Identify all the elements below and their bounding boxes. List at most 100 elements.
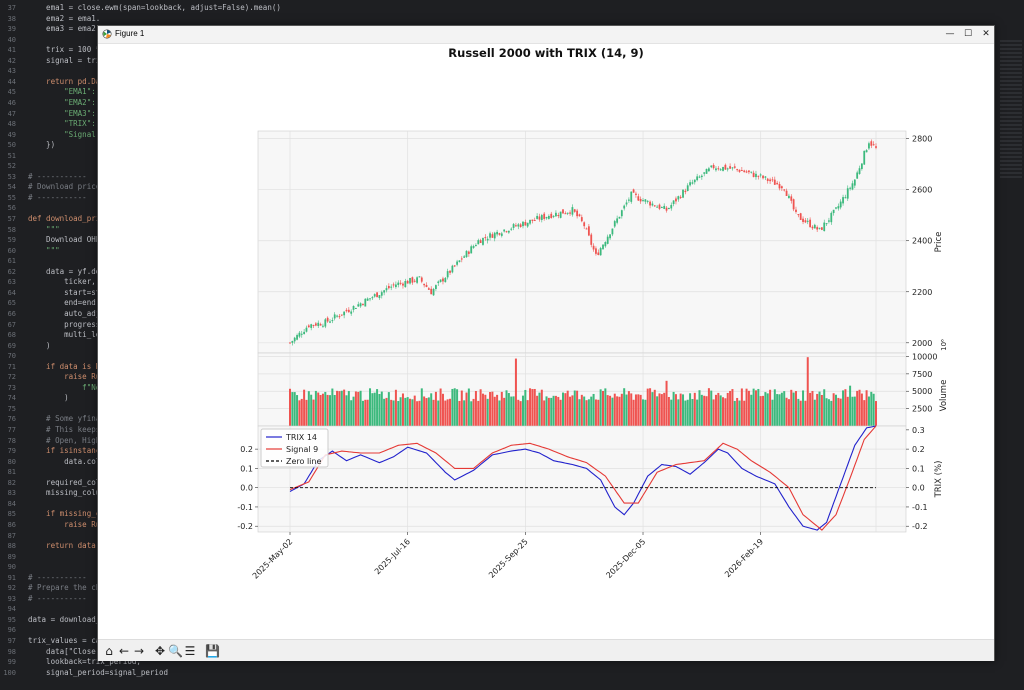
code-line[interactable]: signal = tri <box>28 55 101 65</box>
pan-icon[interactable]: ✥ <box>154 644 166 658</box>
line-number: 50 <box>7 141 16 150</box>
code-line[interactable]: """ <box>28 245 60 255</box>
code-line[interactable]: ) <box>28 340 51 350</box>
zoom-icon[interactable]: 🔍 <box>168 644 183 658</box>
code-line[interactable]: missing_colu <box>28 488 101 498</box>
candle-body <box>846 188 849 199</box>
candle-body <box>352 306 355 310</box>
line-number: 64 <box>7 288 16 297</box>
code-line[interactable]: # ----------- <box>28 593 87 603</box>
back-arrow-icon[interactable]: ← <box>118 644 130 658</box>
code-line[interactable]: ticker, <box>28 277 96 287</box>
volume-bar <box>437 400 440 426</box>
code-line[interactable]: data["Close"], <box>28 646 110 656</box>
code-line[interactable]: ema1 = close.ewm(span=lookback, adjust=F… <box>28 3 281 12</box>
code-line[interactable]: if missing_c <box>28 509 101 519</box>
legend-label: TRIX 14 <box>285 433 317 442</box>
code-line[interactable]: ema2 = ema1. <box>28 13 101 23</box>
candle-body <box>667 208 670 210</box>
line-number: 96 <box>7 626 16 635</box>
trix-legend[interactable]: TRIX 14 Signal 9 Zero line <box>260 428 329 468</box>
code-line[interactable]: data = yf.do <box>28 266 101 276</box>
candle-body <box>314 323 317 326</box>
minimize-button[interactable]: — <box>945 29 955 39</box>
code-line[interactable]: "EMA3": <box>28 108 96 118</box>
code-line[interactable]: # Download price <box>28 182 101 192</box>
volume-bar <box>604 388 607 426</box>
code-line[interactable]: }) <box>28 140 56 150</box>
candle-body <box>420 277 423 282</box>
code-line[interactable]: # This keeps <box>28 425 101 434</box>
code-line[interactable]: # Open, High <box>28 435 101 445</box>
code-line[interactable]: # Some yfina <box>28 414 101 424</box>
code-line[interactable]: if isinstanc <box>28 446 101 456</box>
code-line[interactable]: raise Ru <box>28 519 101 529</box>
candle-body <box>748 170 750 173</box>
candle-body <box>500 233 503 236</box>
code-line[interactable]: """ <box>28 224 60 234</box>
configure-subplots-icon[interactable]: ☰ <box>184 644 196 658</box>
candle-body <box>658 204 661 209</box>
candle-body <box>771 179 774 181</box>
candle-body <box>402 283 404 286</box>
code-line[interactable]: # ----------- <box>28 192 87 202</box>
code-line[interactable]: ema3 = ema2. <box>28 24 101 34</box>
code-line[interactable]: return data <box>28 541 96 551</box>
code-line[interactable]: return pd.Da <box>28 76 101 86</box>
code-line[interactable]: "EMA2": <box>28 97 96 107</box>
candle-body <box>644 199 647 202</box>
series-line-trix-14 <box>289 425 877 531</box>
code-line[interactable]: f"No <box>28 382 101 392</box>
code-line[interactable]: if data is N <box>28 361 101 371</box>
volume-bar <box>639 394 642 426</box>
figure-window[interactable]: Figure 1 — ☐ ✕ Russell 2000 with TRIX (1… <box>97 25 995 661</box>
line-number: 48 <box>7 120 16 129</box>
code-line[interactable]: trix = 100 * <box>28 45 101 55</box>
save-icon[interactable]: 💾 <box>205 644 220 658</box>
home-icon[interactable]: ⌂ <box>105 644 113 658</box>
code-line[interactable]: # ----------- <box>28 171 87 181</box>
candle-body <box>653 205 656 207</box>
code-line[interactable]: Download OHL <box>28 235 101 245</box>
code-line[interactable]: signal_period=signal_period <box>28 667 168 677</box>
code-line[interactable]: "TRIX": <box>28 119 96 129</box>
close-button[interactable]: ✕ <box>982 29 990 39</box>
code-line[interactable]: trix_values = ca <box>28 636 101 645</box>
code-line[interactable]: "Signal" <box>28 129 101 139</box>
candle-body <box>576 210 579 217</box>
volume-bar <box>644 399 647 426</box>
code-line[interactable]: progress <box>28 319 101 329</box>
code-line[interactable]: ) <box>28 393 69 403</box>
code-line[interactable]: start=st <box>28 287 101 297</box>
editor-minimap[interactable] <box>1000 40 1022 180</box>
code-line[interactable]: "EMA1": <box>28 87 96 97</box>
candle-body <box>693 179 696 183</box>
volume-bar <box>491 391 494 426</box>
candle-body <box>762 175 764 179</box>
volume-bar <box>460 390 463 426</box>
volume-bar <box>646 388 649 426</box>
code-line[interactable]: # Prepare the ch <box>28 583 101 593</box>
code-line[interactable]: lookback=trix_period, <box>28 657 141 667</box>
forward-arrow-icon[interactable]: → <box>133 644 145 658</box>
code-line[interactable]: def download_pri <box>28 214 101 223</box>
panel-background <box>257 130 907 354</box>
volume-bar <box>710 390 713 426</box>
code-line[interactable]: required_col <box>28 477 101 487</box>
code-line[interactable]: data = download_ <box>28 614 101 624</box>
code-line[interactable]: multi_le <box>28 330 101 340</box>
code-line[interactable]: end=end, <box>28 298 101 308</box>
candle-body <box>362 303 364 305</box>
window-titlebar[interactable]: Figure 1 — ☐ ✕ <box>98 26 994 44</box>
candle-body <box>397 282 400 285</box>
figure-canvas[interactable]: Russell 2000 with TRIX (14, 9) 200022002… <box>98 43 994 639</box>
code-line[interactable]: auto_adj <box>28 308 101 318</box>
volume-bar <box>326 394 329 426</box>
code-line[interactable]: # ----------- <box>28 572 87 582</box>
volume-bar <box>439 388 442 426</box>
maximize-button[interactable]: ☐ <box>963 29 973 39</box>
candle-body <box>773 179 776 185</box>
candle-body <box>724 164 727 170</box>
code-line[interactable]: data.col <box>28 456 101 466</box>
code-line[interactable]: raise Ru <box>28 372 101 382</box>
